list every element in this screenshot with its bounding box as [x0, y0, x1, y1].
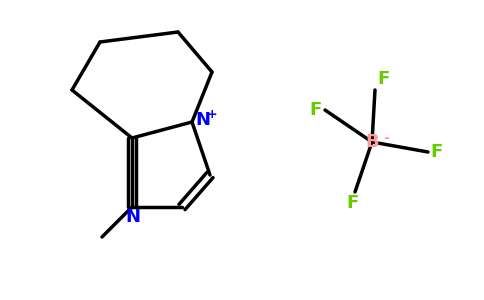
- Text: N: N: [125, 208, 140, 226]
- Text: -: -: [383, 131, 389, 145]
- Text: F: F: [347, 194, 359, 212]
- Text: F: F: [430, 143, 442, 161]
- Text: F: F: [310, 101, 322, 119]
- Text: +: +: [207, 107, 218, 121]
- Text: B: B: [365, 133, 379, 151]
- Text: F: F: [377, 70, 389, 88]
- Text: N: N: [195, 111, 210, 129]
